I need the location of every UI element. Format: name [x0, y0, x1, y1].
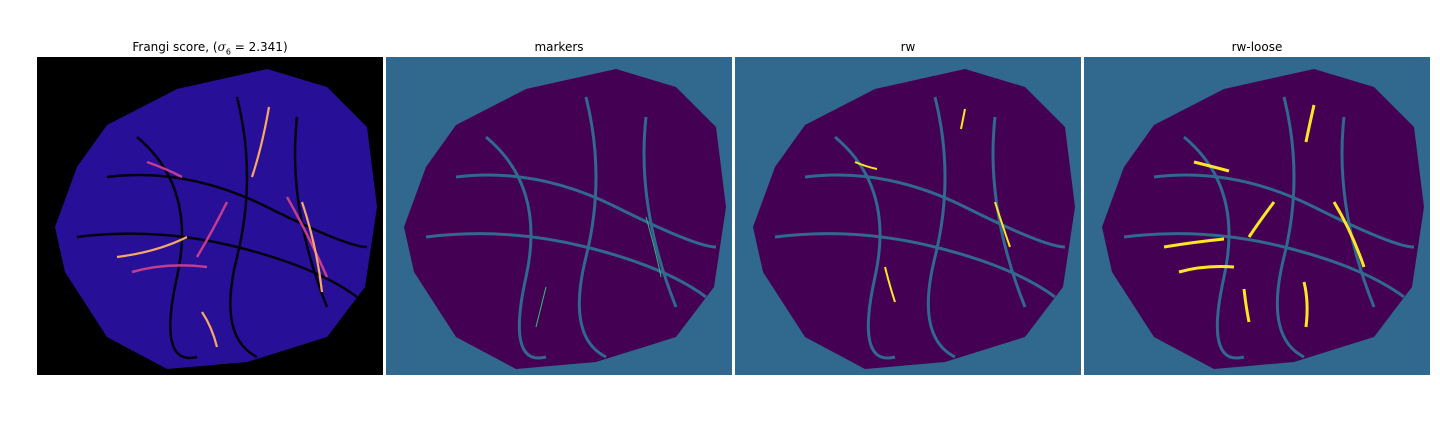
frangi-title-suffix: = 2.341) — [230, 40, 288, 54]
rw-image — [735, 57, 1081, 375]
markers-image — [386, 57, 732, 375]
markers-title: markers — [534, 40, 584, 54]
frangi-title-symbol: σ — [217, 40, 226, 54]
frangi-title-subscript: 6 — [225, 47, 231, 57]
rw-title: rw — [900, 40, 916, 54]
rw-loose-title: rw-loose — [1231, 40, 1283, 54]
frangi-title-prefix: Frangi score, ( — [132, 40, 218, 54]
frangi-title: Frangi score, (σ6 = 2.341) — [37, 38, 383, 56]
frangi-image — [37, 57, 383, 375]
rw-loose-image — [1084, 57, 1430, 375]
